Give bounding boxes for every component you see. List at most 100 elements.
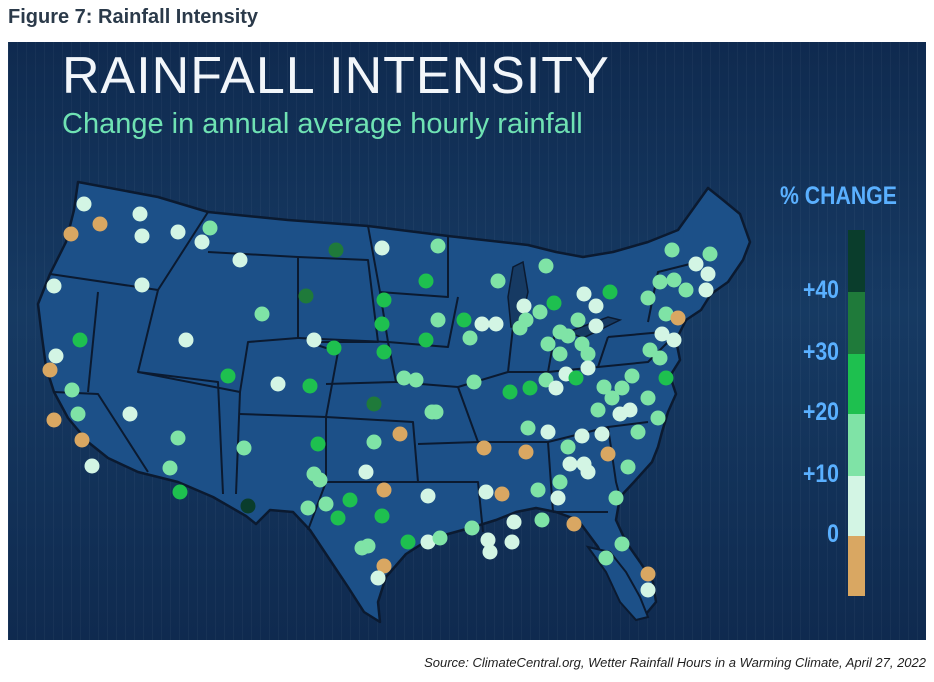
- florida-peninsula: [585, 545, 650, 622]
- station-dot: [270, 376, 286, 392]
- station-dot: [576, 456, 592, 472]
- station-dot: [310, 436, 326, 452]
- station-dot: [170, 430, 186, 446]
- station-dot: [366, 396, 382, 412]
- station-dot: [374, 316, 390, 332]
- station-dot: [354, 540, 370, 556]
- legend-bin-0-10: [848, 476, 865, 536]
- us-map: [36, 180, 752, 624]
- station-dot: [74, 432, 90, 448]
- station-dot: [70, 406, 86, 422]
- station-dot: [608, 490, 624, 506]
- legend-title: % CHANGE: [780, 182, 897, 210]
- station-dot: [430, 312, 446, 328]
- station-dot: [642, 342, 658, 358]
- station-dot: [546, 295, 562, 311]
- station-dot: [534, 512, 550, 528]
- station-dots: [42, 196, 718, 598]
- station-dot: [396, 370, 412, 386]
- station-dot: [604, 390, 620, 406]
- station-dot: [570, 312, 586, 328]
- station-dot: [172, 484, 188, 500]
- station-dot: [580, 346, 596, 362]
- station-dot: [538, 258, 554, 274]
- station-dot: [466, 374, 482, 390]
- station-dot: [552, 474, 568, 490]
- station-dot: [566, 516, 582, 532]
- station-dot: [612, 406, 628, 422]
- station-dot: [162, 460, 178, 476]
- station-dot: [596, 379, 612, 395]
- station-dot: [670, 310, 686, 326]
- legend-label-10: +10: [802, 460, 839, 488]
- station-dot: [464, 520, 480, 536]
- station-dot: [302, 378, 318, 394]
- station-dot: [408, 372, 424, 388]
- figure-caption: Figure 7: Rainfall Intensity: [8, 6, 259, 28]
- legend-bin-40-plus: [848, 230, 865, 292]
- station-dot: [480, 532, 496, 548]
- station-dot: [240, 498, 256, 514]
- station-dot: [702, 246, 718, 262]
- station-dot: [654, 326, 670, 342]
- station-dot: [300, 500, 316, 516]
- station-dot: [550, 490, 566, 506]
- station-dot: [664, 242, 680, 258]
- station-dot: [374, 240, 390, 256]
- station-dot: [134, 228, 150, 244]
- map-title: RAINFALL INTENSITY: [62, 47, 610, 105]
- station-dot: [328, 242, 344, 258]
- station-dot: [658, 306, 674, 322]
- station-dot: [358, 464, 374, 480]
- station-dot: [46, 278, 62, 294]
- station-dot: [494, 486, 510, 502]
- station-dot: [194, 234, 210, 250]
- station-dot: [530, 482, 546, 498]
- state-borders: [49, 211, 699, 533]
- station-dot: [430, 238, 446, 254]
- station-dot: [666, 272, 682, 288]
- station-dot: [640, 566, 656, 582]
- station-dot: [42, 362, 58, 378]
- station-dot: [688, 256, 704, 272]
- station-dot: [376, 292, 392, 308]
- station-dot: [522, 380, 538, 396]
- station-dot: [580, 360, 596, 376]
- station-dot: [504, 534, 520, 550]
- station-dot: [520, 420, 536, 436]
- station-dot: [506, 514, 522, 530]
- station-dot: [474, 316, 490, 332]
- source-note: Source: ClimateCentral.org, Wetter Rainf…: [424, 655, 926, 670]
- station-dot: [122, 406, 138, 422]
- station-dot: [420, 534, 436, 550]
- station-dot: [462, 330, 478, 346]
- station-dot: [568, 370, 584, 386]
- station-dot: [540, 336, 556, 352]
- station-dot: [512, 320, 528, 336]
- station-dot: [132, 206, 148, 222]
- station-dot: [63, 226, 79, 242]
- station-dot: [678, 282, 694, 298]
- station-dot: [488, 316, 504, 332]
- legend-bin-30-40: [848, 292, 865, 354]
- station-dot: [424, 404, 440, 420]
- legend-bin-10-20: [848, 414, 865, 476]
- station-dot: [366, 434, 382, 450]
- station-dot: [588, 298, 604, 314]
- station-dot: [552, 324, 568, 340]
- station-dot: [502, 384, 518, 400]
- station-dot: [392, 426, 408, 442]
- station-dot: [202, 220, 218, 236]
- station-dot: [532, 304, 548, 320]
- legend-bin-negative: [848, 536, 865, 596]
- station-dot: [490, 273, 506, 289]
- station-dot: [232, 252, 248, 268]
- station-dot: [574, 428, 590, 444]
- station-dot: [476, 440, 492, 456]
- station-dot: [650, 410, 666, 426]
- station-dot: [170, 224, 186, 240]
- station-dot: [614, 380, 630, 396]
- station-dot: [236, 440, 252, 456]
- station-dot: [614, 536, 630, 552]
- map-subtitle: Change in annual average hourly rainfall: [62, 108, 583, 140]
